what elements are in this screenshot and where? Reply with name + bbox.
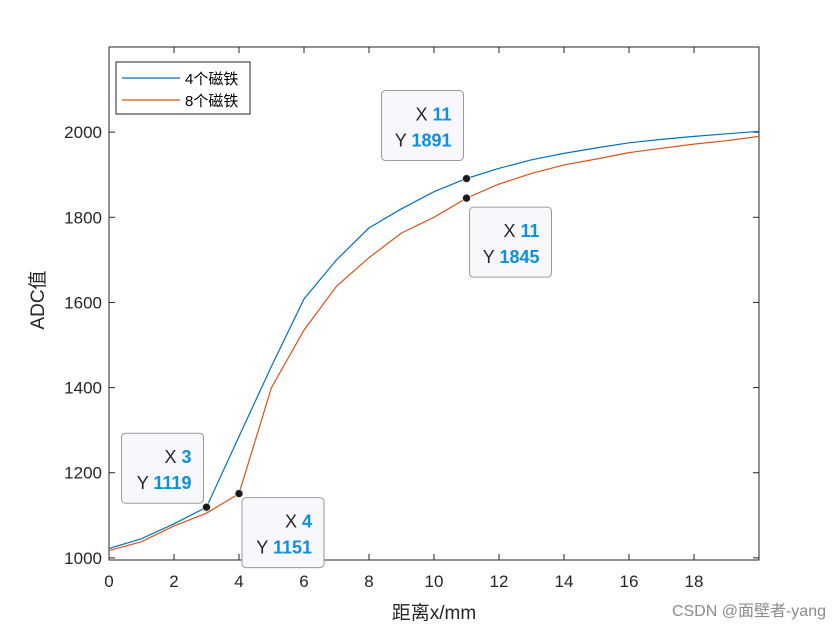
datatip-marker[interactable]: [234, 489, 244, 498]
datatip-y-line: Y 1891: [395, 131, 452, 151]
watermark-text: CSDN @面壁者-yang: [672, 601, 826, 620]
datatip-y-line: Y 1151: [256, 538, 312, 558]
series-group: [109, 130, 759, 552]
x-tick-label: 10: [425, 572, 444, 591]
datatip-y-label: Y: [483, 247, 500, 267]
legend[interactable]: 4个磁铁 8个磁铁: [115, 61, 251, 115]
legend-label-2: 8个磁铁: [185, 93, 238, 110]
y-tick-label: 1000: [64, 549, 102, 568]
datatip-y-line: Y 1119: [137, 473, 192, 493]
datatip-y-label: Y: [395, 131, 412, 151]
datatip-y-line: Y 1845: [483, 247, 540, 267]
datatip-marker[interactable]: [462, 193, 471, 203]
datatip-box[interactable]: [121, 432, 204, 504]
datatip-x-line: X 4: [285, 512, 312, 532]
y-tick-label: 1400: [64, 379, 102, 398]
datatip-y-value: 1119: [153, 473, 191, 493]
datatip-y-value: 1845: [499, 247, 539, 267]
datatip-marker[interactable]: [202, 502, 211, 512]
x-tick-label: 14: [555, 572, 574, 591]
y-tick-label: 1800: [64, 208, 102, 227]
y-tick-label: 2000: [64, 123, 102, 142]
datatip-box[interactable]: [381, 90, 464, 162]
legend-box: [115, 61, 251, 115]
datatip-x-label: X: [503, 221, 520, 241]
x-tick-label: 8: [364, 572, 373, 591]
datatip-x-value: 11: [520, 221, 539, 241]
x-tick-label: 12: [490, 572, 509, 591]
y-axis-label: ADC值: [27, 270, 49, 329]
x-tick-label: 2: [169, 572, 178, 591]
x-tick-label: 6: [299, 572, 308, 591]
datatip-box[interactable]: [241, 497, 325, 569]
datatip-x-value: 3: [181, 447, 191, 467]
datatip-x-line: X 11: [503, 221, 539, 241]
x-tick-label: 16: [620, 572, 639, 591]
datatip-y-label: Y: [256, 538, 273, 558]
datatip-y-value: 1891: [411, 131, 451, 151]
datatip-x-label: X: [164, 447, 181, 467]
x-tick-label: 18: [685, 572, 704, 591]
datatip-marker[interactable]: [462, 174, 471, 183]
series-line-1[interactable]: [109, 130, 759, 550]
x-tick-label: 4: [234, 572, 243, 591]
y-tick-label: 1200: [64, 464, 102, 483]
series-line-2[interactable]: [109, 135, 759, 552]
datatip-x-label: X: [415, 105, 432, 125]
y-tick-label: 1600: [64, 293, 102, 312]
datatip[interactable]: X 4 Y 1151: [234, 489, 325, 569]
datatip-y-label: Y: [137, 473, 154, 493]
datatip-x-value: 11: [432, 105, 451, 125]
datatip-x-value: 4: [302, 512, 312, 532]
x-tick-label: 0: [104, 572, 113, 591]
x-axis-label: 距离x/mm: [392, 602, 476, 624]
datatip-x-line: X 3: [164, 447, 191, 467]
datatip[interactable]: X 11Y 1845: [462, 193, 552, 278]
datatip-x-label: X: [285, 512, 302, 532]
legend-label-1: 4个磁铁: [185, 71, 238, 88]
datatip-y-value: 1151: [273, 538, 312, 558]
datatip[interactable]: X 3 Y 1119: [121, 432, 211, 512]
datatip-box[interactable]: [469, 206, 552, 278]
datatip[interactable]: X 11Y 1891: [381, 90, 471, 183]
datatip-x-line: X 11: [415, 105, 451, 125]
